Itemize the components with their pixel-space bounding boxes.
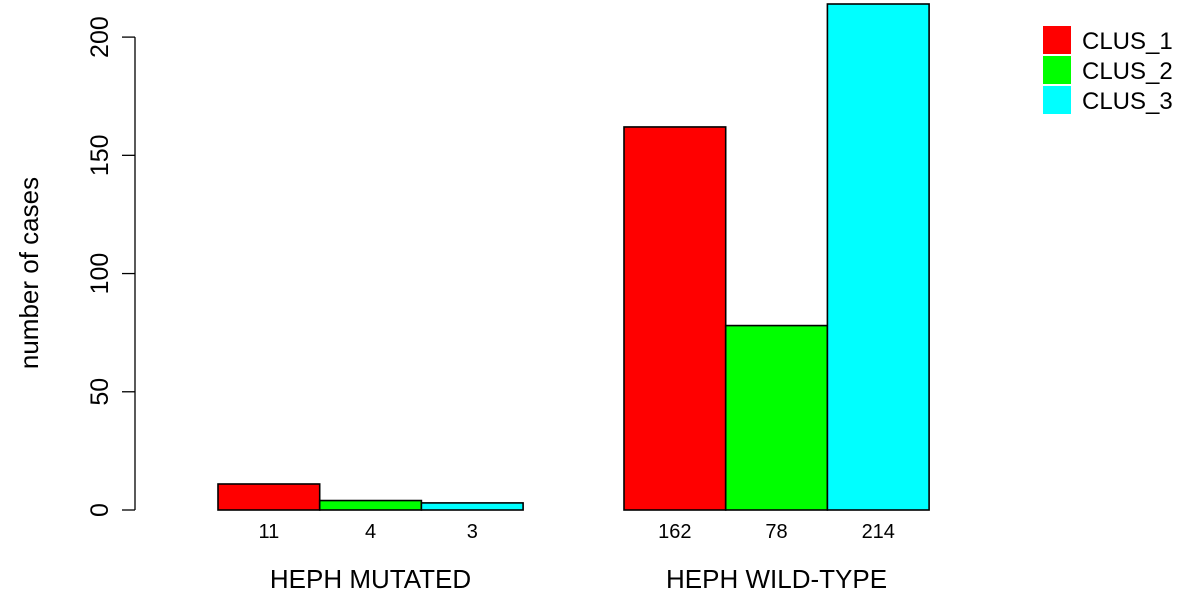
category-label: HEPH WILD-TYPE [666, 564, 887, 592]
y-tick-label: 50 [86, 378, 114, 406]
legend: CLUS_1 CLUS_2 CLUS_3 [1043, 26, 1173, 115]
category-label: HEPH MUTATED [270, 564, 471, 592]
legend-swatch [1043, 86, 1071, 114]
y-tick-label: 0 [86, 503, 114, 517]
bar [318, 499, 423, 511]
bars [217, 3, 930, 511]
y-tick-label: 150 [86, 134, 114, 176]
bar-value-label: 4 [365, 521, 376, 543]
y-axis: 0 50 100 150 200 [86, 16, 136, 517]
bar [623, 126, 727, 511]
category-labels: HEPH MUTATED HEPH WILD-TYPE [270, 564, 887, 592]
legend-label: CLUS_3 [1082, 88, 1173, 115]
bar [420, 502, 524, 511]
bar-value-label: 11 [258, 521, 279, 543]
bar-value-label: 3 [467, 521, 478, 543]
bar-value-label: 214 [862, 521, 895, 543]
bar-value-label: 78 [765, 521, 787, 543]
legend-swatch [1043, 56, 1071, 84]
value-labels: 11 4 3 162 78 214 [258, 521, 894, 543]
legend-swatch [1043, 26, 1071, 54]
legend-label: CLUS_1 [1082, 28, 1173, 55]
bar [724, 324, 829, 511]
bar [217, 483, 321, 511]
bar-value-label: 162 [658, 521, 691, 543]
bar [826, 3, 930, 511]
y-tick-label: 200 [86, 16, 114, 58]
legend-label: CLUS_2 [1082, 58, 1173, 85]
y-tick-label: 100 [86, 253, 114, 295]
y-axis-label: number of cases [14, 177, 44, 369]
